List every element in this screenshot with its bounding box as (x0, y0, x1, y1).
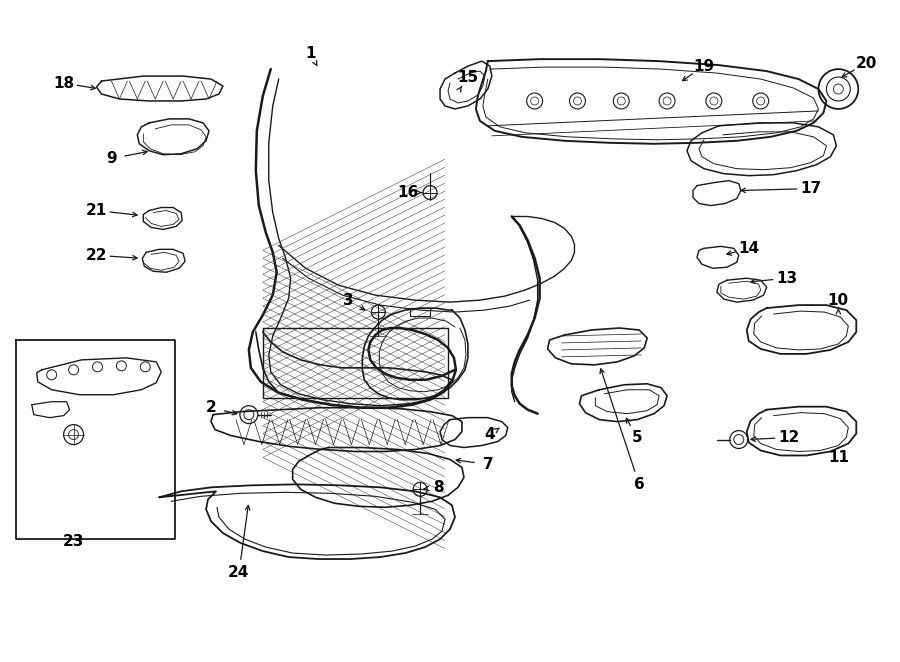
Text: 4: 4 (484, 427, 495, 442)
Text: 21: 21 (86, 203, 107, 218)
Text: 23: 23 (63, 534, 85, 549)
Text: 16: 16 (398, 185, 418, 200)
Text: 15: 15 (457, 70, 479, 85)
Text: 22: 22 (86, 248, 107, 263)
Text: 7: 7 (482, 457, 493, 472)
Text: 1: 1 (305, 46, 316, 61)
Text: 14: 14 (738, 241, 760, 256)
Text: 11: 11 (828, 450, 849, 465)
Text: 13: 13 (776, 271, 797, 286)
Text: 2: 2 (205, 400, 216, 415)
Text: 9: 9 (106, 151, 117, 166)
Text: 5: 5 (632, 430, 643, 445)
Text: 12: 12 (778, 430, 799, 445)
Text: 6: 6 (634, 477, 644, 492)
Text: 19: 19 (693, 59, 715, 73)
Text: 24: 24 (229, 565, 249, 581)
Text: 17: 17 (800, 181, 821, 196)
Text: 10: 10 (828, 293, 849, 308)
Text: 20: 20 (856, 56, 877, 71)
Text: 8: 8 (433, 480, 444, 495)
Text: 3: 3 (343, 293, 354, 308)
Text: 18: 18 (53, 75, 74, 91)
